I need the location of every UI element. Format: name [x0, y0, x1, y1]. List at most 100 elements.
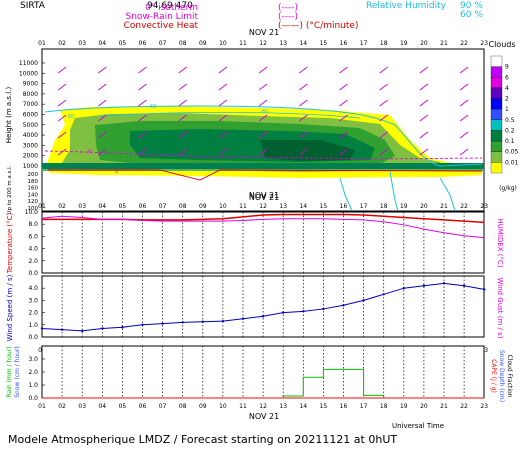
wind-barb [57, 66, 67, 74]
clouds-ytick-low-200: 200 [28, 172, 39, 178]
panel-4-ytick-0.0: 0.0 [28, 395, 38, 402]
contour-label-1: 60 [150, 104, 156, 110]
wind-barb [459, 114, 469, 122]
wind-barb [339, 114, 348, 122]
panel-2-ytick-6.0: 6.0 [28, 233, 38, 240]
panel-3-ytick-3.0: 3.0 [28, 297, 38, 304]
wind-barb [98, 99, 107, 107]
wind-barb [299, 83, 308, 91]
rain-tick-bottom-22: 22 [460, 403, 468, 410]
wind-point-15 [342, 304, 345, 307]
colorbar-tick-2: 2 [505, 96, 509, 103]
clouds-ytick-11000: 11000 [19, 60, 38, 67]
colorbar-swatch-4 [490, 98, 503, 110]
clouds-tick-bottom-08: 08 [179, 203, 187, 210]
wind-point-19 [422, 284, 426, 287]
clouds-tick-bottom-11: 11 [239, 203, 247, 210]
wind-point-17 [382, 293, 385, 296]
rh-contour-90 [99, 111, 361, 119]
rain-tick-bottom-18: 18 [380, 403, 388, 410]
panel-2-ytick-4.0: 4.0 [28, 246, 38, 253]
clouds-ytick-10000: 10000 [19, 70, 38, 77]
clouds-tick-top-06: 06 [139, 40, 147, 47]
panel-2-ytick-8.0: 8.0 [28, 221, 38, 228]
wind-barb [299, 66, 308, 74]
clouds-tick-top-13: 13 [279, 40, 287, 47]
wind-barb [379, 83, 388, 91]
legend-label-2: Convective Heat [124, 21, 199, 31]
gust-ylabel: Wind Gust (m / s) [496, 277, 504, 338]
panel-2-ytick-2.0: 2.0 [28, 258, 38, 265]
wind-point-7 [181, 321, 184, 324]
clouds-tick-top-16: 16 [340, 40, 348, 47]
rain-tick-bottom-19: 19 [400, 403, 408, 410]
colorbar-swatch-5 [490, 109, 503, 120]
wind-barb [258, 83, 268, 91]
wind-barb [339, 148, 348, 156]
cloudfrac-ylabel: Cloud Fraction [506, 355, 513, 398]
clouds-tick-top-19: 19 [400, 40, 408, 47]
colorbar-swatch-8 [490, 140, 503, 152]
wind-barb [178, 83, 187, 91]
wind-barb [138, 148, 147, 156]
clouds-ytick-low-120: 120 [28, 199, 39, 205]
clouds-ytick-3000: 3000 [23, 142, 38, 149]
clouds-tick-bottom-23: 23 [480, 203, 488, 210]
wind-point-6 [161, 322, 164, 325]
panel-4-ytick-1.0: 1.0 [28, 382, 38, 389]
panel-frame-2 [41, 211, 485, 274]
wind-barb [178, 99, 187, 107]
clouds-tick-top-14: 14 [299, 40, 307, 47]
wind-point-20 [442, 282, 446, 285]
wind-ylabel: Wind Speed (m / s) [6, 274, 14, 341]
rain-date: NOV 21 [249, 412, 279, 421]
wind-barb [218, 99, 228, 107]
clouds-tick-top-12: 12 [259, 40, 267, 47]
wind-barb [57, 83, 67, 91]
clouds-tick-bottom-15: 15 [320, 203, 328, 210]
clouds-tick-bottom-14: 14 [299, 203, 307, 210]
colorbar-tick-6: 6 [505, 74, 509, 81]
wind-barb [459, 83, 469, 91]
rain-tick-bottom-10: 10 [219, 403, 227, 410]
wind-point-18 [402, 287, 405, 290]
clouds-ytick-4000: 4000 [23, 132, 38, 139]
wind-barb [339, 66, 348, 74]
wind-barb [98, 148, 107, 156]
panel-3-ytick-2.0: 2.0 [28, 310, 38, 317]
rain-tick-bottom-16: 16 [340, 403, 348, 410]
wind-barb [258, 66, 268, 74]
rain-tick-bottom-12: 12 [259, 403, 267, 410]
wind-barb [178, 114, 187, 122]
station-code: 94.69 470 [147, 1, 193, 11]
cloud-layer-0.5 [260, 140, 355, 161]
wind-point-16 [362, 299, 365, 302]
clouds-tick-bottom-20: 20 [420, 203, 428, 210]
clouds-tick-top-10: 10 [219, 40, 227, 47]
panel-2-ytick-0.0: 0.0 [28, 270, 38, 277]
wind-barb [299, 99, 308, 107]
clouds-tick-bottom-19: 19 [400, 203, 408, 210]
wind-barb [339, 83, 348, 91]
rain-tick-bottom-07: 07 [159, 403, 167, 410]
wind-point-11 [261, 315, 265, 318]
clouds-tick-bottom-10: 10 [219, 203, 227, 210]
rain-tick-bottom-03: 03 [78, 403, 86, 410]
convective-heat-line [48, 169, 483, 181]
clouds-tick-top-20: 20 [420, 40, 428, 47]
clouds-tick-top-03: 03 [78, 40, 86, 47]
wind-barb [339, 99, 348, 107]
clouds-ylabel: Height (m a.s.l.) [5, 87, 13, 144]
wind-barb [379, 66, 388, 74]
wind-barb [218, 66, 228, 74]
panel-2 [41, 211, 485, 274]
wind-point-13 [302, 310, 305, 313]
wind-barb [419, 83, 429, 91]
clouds-ytick-8000: 8000 [23, 91, 38, 98]
wind-point-5 [141, 323, 144, 326]
clouds-tick-top-05: 05 [119, 40, 127, 47]
clouds-tick-bottom-02: 02 [58, 203, 66, 210]
clouds-date-bottom: NOV 21 [249, 193, 279, 202]
colorbar-swatch-7 [490, 130, 503, 142]
legend-sample-1: (----) [278, 12, 298, 22]
